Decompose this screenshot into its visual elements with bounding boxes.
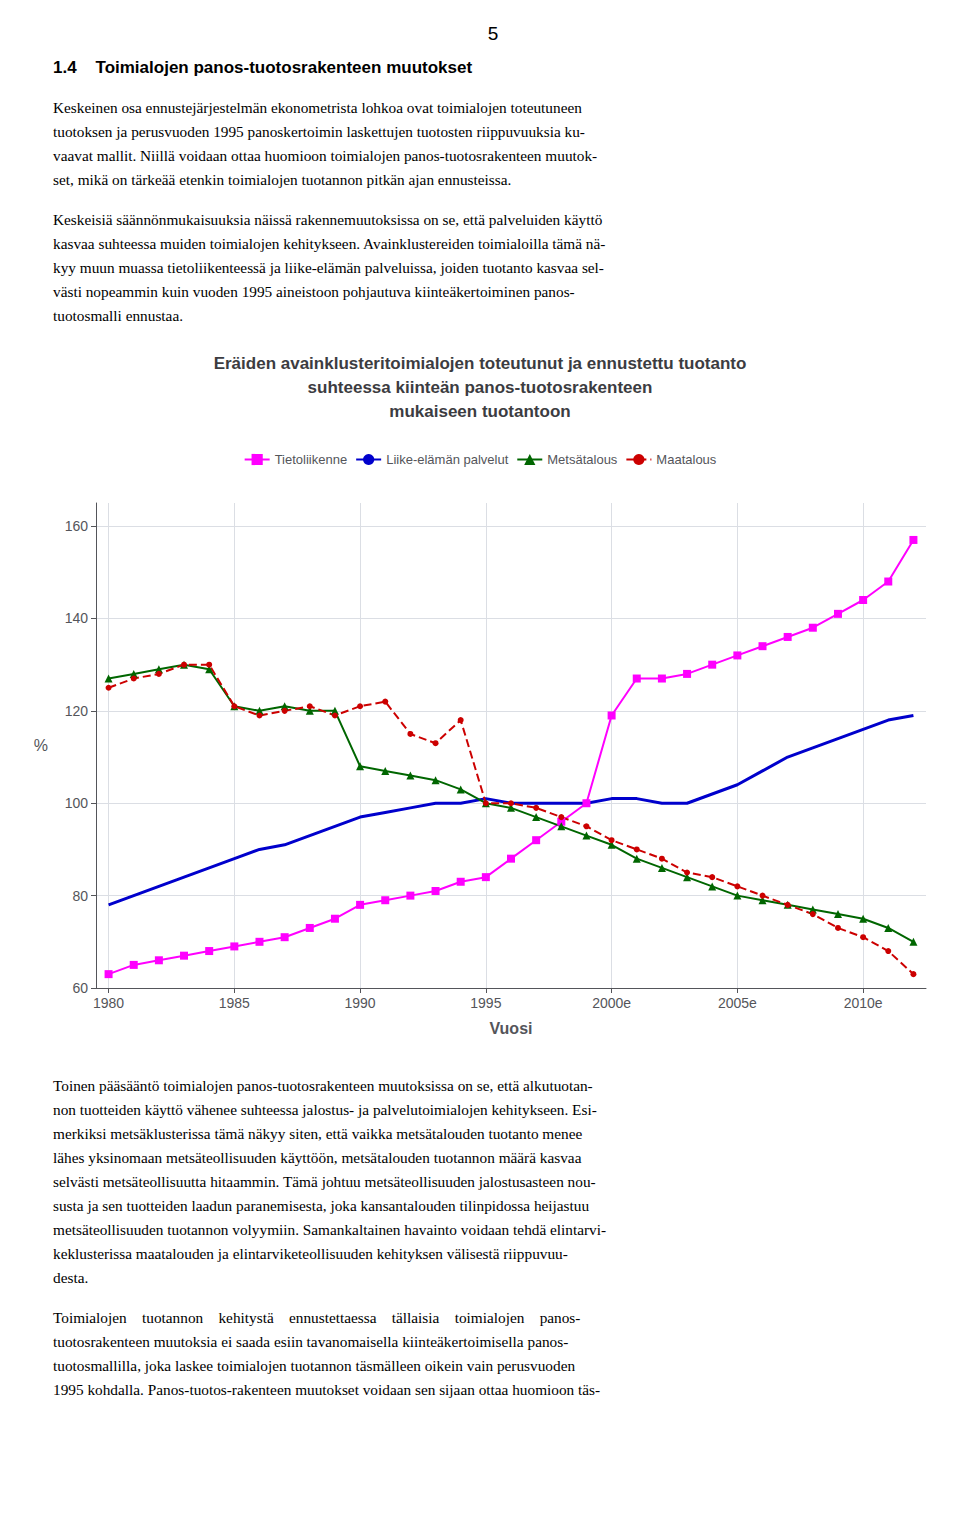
svg-text:1995: 1995 (470, 995, 501, 1011)
svg-text:mukaiseen tuotantoon: mukaiseen tuotantoon (389, 402, 570, 421)
html-text:desta.: desta. (53, 1269, 89, 1286)
svg-text:2005e: 2005e (718, 995, 757, 1011)
html-text:tuotosmallilla, joka laskee to: tuotosmallilla, joka laskee toimialojen … (53, 1357, 576, 1374)
html-text:1.4 Toimialojen panos-tuotosra: 1.4 Toimialojen panos-tuotosrakenteen mu… (53, 58, 473, 77)
html-text:Toimialojen tuotannon kehityst: Toimialojen tuotannon kehitystä ennustet… (53, 1309, 581, 1326)
html-text:metsäteollisuuden tuotannon vo: metsäteollisuuden tuotannon volyymiin. S… (53, 1221, 607, 1238)
svg-text:160: 160 (65, 518, 89, 534)
html-text:susta ja sen tuotteiden laadun: susta ja sen tuotteiden laadun paranemis… (53, 1197, 590, 1214)
svg-text:Metsätalous: Metsätalous (547, 452, 618, 467)
html-text:5: 5 (487, 23, 499, 44)
svg-text:100: 100 (65, 795, 89, 811)
html-text:tuotosrakenteen muutoksia ei s: tuotosrakenteen muutoksia ei saada esiin… (53, 1333, 569, 1350)
html-text:Keskeisiä säännönmukaisuuksia: Keskeisiä säännönmukaisuuksia näissä rak… (53, 211, 603, 228)
svg-text:1985: 1985 (219, 995, 250, 1011)
html-text:non tuotteiden käyttö vähenee: non tuotteiden käyttö vähenee suhteessa … (53, 1101, 597, 1118)
html-text:merkiksi metsäklusterissa tämä: merkiksi metsäklusterissa tämä näkyy sit… (53, 1125, 583, 1142)
html-text:selvästi metsäteollisuutta hit: selvästi metsäteollisuutta hitaammin. Tä… (53, 1173, 596, 1190)
svg-text:Tietoliikenne: Tietoliikenne (275, 452, 348, 467)
svg-text:140: 140 (65, 610, 89, 626)
svg-text:Maatalous: Maatalous (656, 452, 716, 467)
svg-text:60: 60 (72, 980, 88, 996)
html-text:vaavat mallit. Niillä voidaan: vaavat mallit. Niillä voidaan ottaa huom… (53, 147, 598, 164)
html-text:tuotoksen ja perusvuoden 1995: tuotoksen ja perusvuoden 1995 panoskerto… (53, 123, 585, 140)
html-text:set, mikä on tärkeää etenkin t: set, mikä on tärkeää etenkin toimialojen… (53, 171, 512, 188)
html-text:Toinen pääsääntö toimialojen p: Toinen pääsääntö toimialojen panos-tuoto… (53, 1077, 593, 1094)
svg-text:1990: 1990 (345, 995, 376, 1011)
svg-text:2010e: 2010e (844, 995, 883, 1011)
svg-text:Liike-elämän palvelut: Liike-elämän palvelut (386, 452, 509, 467)
svg-text:Eräiden avainklusteritoimialoj: Eräiden avainklusteritoimialojen toteutu… (214, 354, 747, 373)
html-text:Keskeinen osa ennustejärjestel: Keskeinen osa ennustejärjestelmän ekonom… (53, 99, 582, 116)
html-text:kyy muun muassa tietoliikentee: kyy muun muassa tietoliikenteessä ja lii… (53, 259, 604, 276)
svg-text:%: % (34, 737, 48, 754)
html-text:1995 kohdalla. Panos-tuotos-ra: 1995 kohdalla. Panos-tuotos-rakenteen mu… (53, 1381, 601, 1398)
svg-text:suhteessa kiinteän panos-tuoto: suhteessa kiinteän panos-tuotosrakenteen (308, 378, 653, 397)
html-text:lähes yksinomaan metsäteollisu: lähes yksinomaan metsäteollisuuden käytt… (53, 1149, 582, 1166)
html-text:tuotosmalli ennustaa.: tuotosmalli ennustaa. (53, 307, 183, 324)
svg-text:Vuosi: Vuosi (490, 1020, 533, 1037)
html-text:keklusterissa maatalouden ja e: keklusterissa maatalouden ja elintarvike… (53, 1245, 568, 1262)
svg-text:1980: 1980 (93, 995, 124, 1011)
html-text:västi nopeammin kuin vuoden 19: västi nopeammin kuin vuoden 1995 aineist… (53, 283, 575, 300)
svg-text:2000e: 2000e (592, 995, 631, 1011)
html-text:kasvaa suhteessa muiden toimia: kasvaa suhteessa muiden toimialojen kehi… (53, 235, 606, 252)
svg-text:80: 80 (72, 888, 88, 904)
svg-text:120: 120 (65, 703, 89, 719)
